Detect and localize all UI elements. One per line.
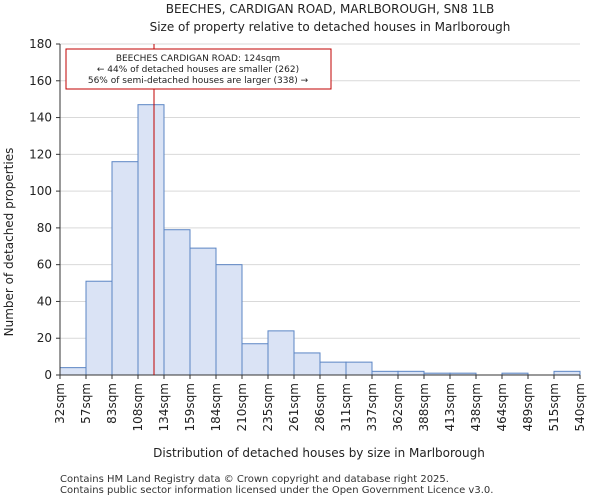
bar <box>163 229 191 376</box>
x-tick-label: 311sqm <box>339 383 353 431</box>
bar <box>293 352 321 376</box>
bar <box>319 361 347 376</box>
bar <box>267 330 295 376</box>
x-tick-label: 134sqm <box>157 383 171 431</box>
annotation-box: BEECHES CARDIGAN ROAD: 124sqm ← 44% of d… <box>65 48 332 90</box>
x-tick-label: 464sqm <box>495 383 509 431</box>
x-tick-label: 108sqm <box>131 383 145 431</box>
x-tick-label: 83sqm <box>105 383 119 424</box>
bar <box>189 247 217 376</box>
x-tick-label: 540sqm <box>573 383 587 431</box>
bar <box>345 361 373 376</box>
y-tick-label: 180 <box>29 37 52 51</box>
y-tick-label: 80 <box>37 221 52 235</box>
bar <box>85 280 113 376</box>
annotation-line-3: 56% of semi-detached houses are larger (… <box>88 76 309 86</box>
y-tick-label: 60 <box>37 258 52 272</box>
y-tick-label: 20 <box>37 331 52 345</box>
y-tick-label: 0 <box>44 368 52 382</box>
x-axis-ticks: 32sqm 57sqm 83sqm 108sqm 134sqm 159sqm 184sqm 2… <box>53 375 587 431</box>
footer-line-2: Contains public sector information licen… <box>60 485 494 496</box>
bar <box>371 370 399 376</box>
x-tick-label: 210sqm <box>235 383 249 431</box>
bar <box>241 343 269 376</box>
x-tick-label: 438sqm <box>469 383 483 431</box>
footer-line-1: Contains HM Land Registry data © Crown c… <box>60 474 449 485</box>
bars <box>59 104 581 376</box>
bar <box>397 370 425 376</box>
bar <box>137 104 165 376</box>
annotation-line-2: ← 44% of detached houses are smaller (26… <box>97 65 299 75</box>
x-tick-label: 286sqm <box>313 383 327 431</box>
x-tick-label: 388sqm <box>417 383 431 431</box>
x-tick-label: 413sqm <box>443 383 457 431</box>
x-tick-label: 489sqm <box>521 383 535 431</box>
x-tick-label: 159sqm <box>183 383 197 431</box>
x-tick-label: 261sqm <box>287 383 301 431</box>
bar <box>553 370 581 376</box>
x-tick-label: 362sqm <box>391 383 405 431</box>
y-tick-label: 160 <box>29 74 52 88</box>
x-tick-label: 337sqm <box>365 383 379 431</box>
y-axis-ticks: 0 20 40 60 80 100 120 140 160 180 <box>29 37 60 382</box>
annotation-line-1: BEECHES CARDIGAN ROAD: 124sqm <box>116 54 280 64</box>
chart-title: BEECHES, CARDIGAN ROAD, MARLBOROUGH, SN8… <box>166 2 494 16</box>
x-tick-label: 515sqm <box>547 383 561 431</box>
chart-subtitle: Size of property relative to detached ho… <box>150 20 511 34</box>
x-tick-label: 184sqm <box>209 383 223 431</box>
y-tick-label: 40 <box>37 294 52 308</box>
x-tick-label: 235sqm <box>261 383 275 431</box>
bar <box>59 367 87 376</box>
y-tick-label: 140 <box>29 111 52 125</box>
y-tick-label: 100 <box>29 184 52 198</box>
x-tick-label: 57sqm <box>79 383 93 424</box>
y-axis-label: Number of detached properties <box>2 148 16 337</box>
y-tick-label: 120 <box>29 147 52 161</box>
x-tick-label: 32sqm <box>53 383 67 424</box>
bar <box>215 264 243 376</box>
bar <box>111 161 139 376</box>
x-axis-label: Distribution of detached houses by size … <box>153 446 485 460</box>
